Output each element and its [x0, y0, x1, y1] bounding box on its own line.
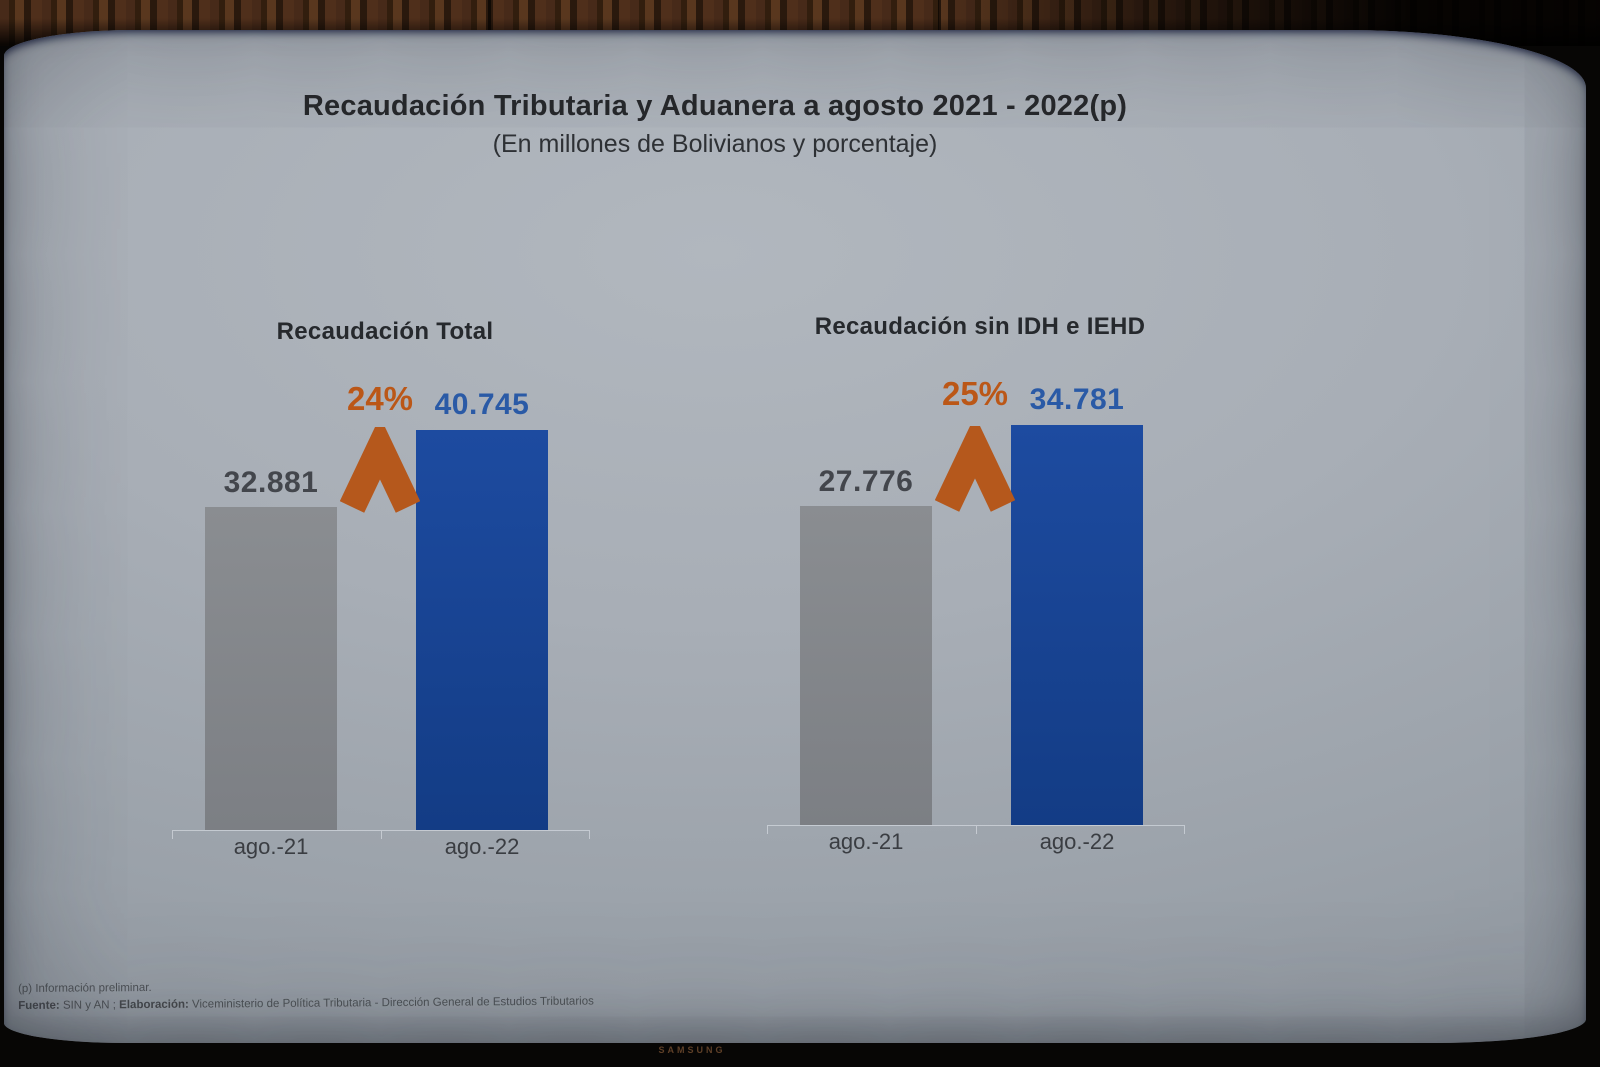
monitor-brand-logo: SAMSUNG: [658, 1045, 726, 1055]
axis-tick: [589, 831, 590, 839]
bar-current: [416, 430, 548, 830]
footnote: (p) Información preliminar. Fuente: SIN …: [18, 976, 594, 1015]
growth-label: 24%: [346, 380, 414, 417]
slide-title: Recaudación Tributaria y Aduanera a agos…: [302, 90, 1128, 122]
bar-previous: [800, 506, 932, 825]
x-axis: [767, 825, 1185, 834]
slide-subtitle: (En millones de Bolivianos y porcentaje): [492, 130, 938, 158]
growth-arrow-icon: [935, 426, 1015, 518]
axis-tick: [1184, 826, 1185, 834]
slide: Recaudación Tributaria y Aduanera a agos…: [4, 30, 1586, 1043]
value-label-current: 34.781: [1029, 383, 1125, 416]
bar-current: [1011, 425, 1143, 825]
footnote-source-text: SIN y AN ;: [59, 999, 120, 1012]
monitor-screen: Recaudación Tributaria y Aduanera a agos…: [4, 30, 1586, 1043]
category-label: ago.-22: [444, 834, 520, 859]
value-label-previous: 32.881: [223, 466, 319, 499]
chart-title: Recaudación Total: [276, 318, 494, 345]
wood-panel-seam: [488, 0, 491, 46]
footnote-source-label: Fuente:: [18, 999, 60, 1013]
category-label: ago.-22: [1039, 829, 1115, 854]
footnote-elaboracion-text: Viceministerio de Política Tributaria - …: [188, 995, 594, 1011]
growth-arrow-icon: [340, 427, 420, 519]
footnote-line-2: Fuente: SIN y AN ; Elaboración: Vicemini…: [18, 994, 594, 1016]
slide-header: Recaudación Tributaria y Aduanera a agos…: [210, 90, 1220, 159]
axis-tick: [976, 826, 977, 834]
category-label: ago.-21: [233, 834, 309, 859]
footnote-elaboracion-label: Elaboración:: [119, 998, 189, 1012]
bar-previous: [205, 507, 337, 830]
category-label: ago.-21: [828, 829, 904, 854]
x-axis: [172, 830, 590, 839]
chart-title: Recaudación sin IDH e IEHD: [814, 313, 1146, 340]
axis-tick: [172, 831, 173, 839]
chart-recaudacion-total: Recaudación Total 24% 40.745 32.881 ago.…: [170, 310, 600, 859]
axis-tick: [381, 831, 382, 839]
growth-label: 25%: [941, 375, 1009, 412]
value-label-previous: 27.776: [818, 465, 914, 498]
axis-tick: [767, 826, 768, 834]
value-label-current: 40.745: [434, 388, 530, 421]
wood-panel-seam: [938, 0, 941, 46]
chart-recaudacion-sin-idh-iehd: Recaudación sin IDH e IEHD 25% 34.781 27…: [765, 305, 1195, 854]
